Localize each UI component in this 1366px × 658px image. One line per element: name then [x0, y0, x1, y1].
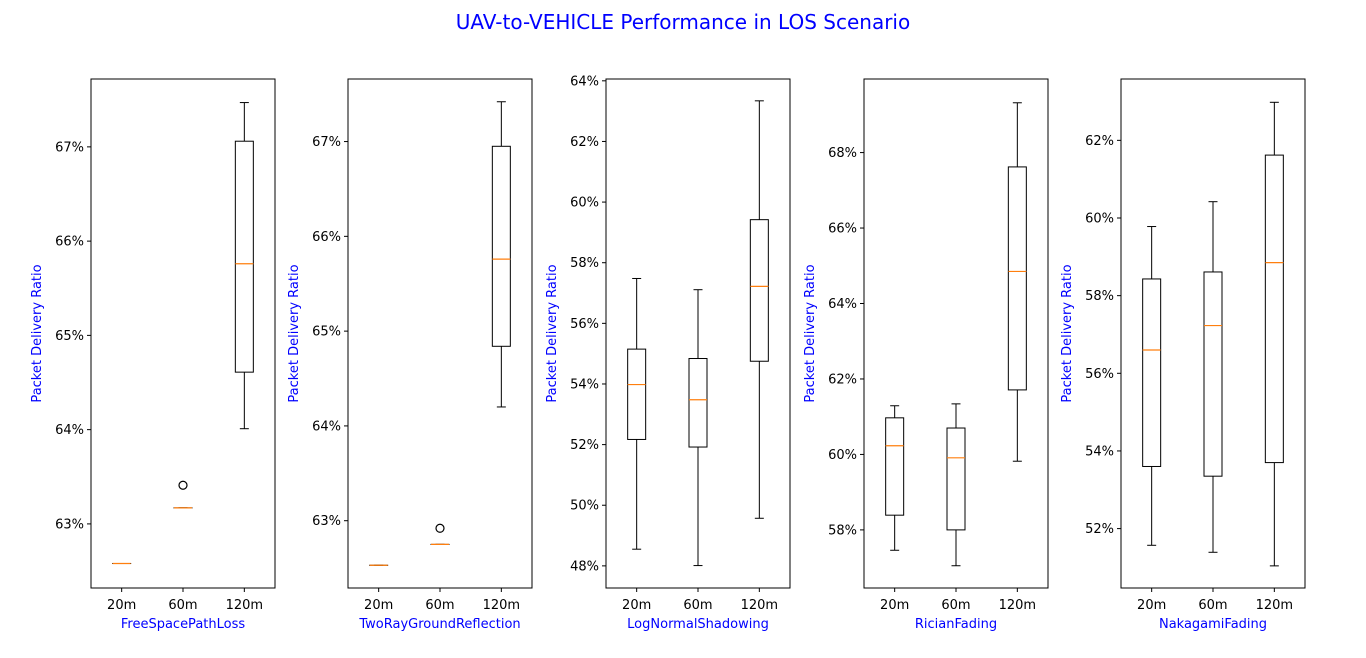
x-tick-label: 120m [483, 598, 520, 613]
y-axis-label: Packet Delivery Ratio [30, 264, 45, 402]
x-tick-label: 60m [683, 598, 712, 613]
y-axis-label: Packet Delivery Ratio [1060, 264, 1075, 402]
box-iqr [885, 417, 905, 516]
x-tick-label: 120m [1256, 598, 1293, 613]
box-iqr [234, 140, 254, 373]
x-tick-label: 60m [1198, 598, 1227, 613]
y-tick-label: 62% [1085, 134, 1114, 149]
x-axis-label: RicianFading [915, 617, 997, 632]
y-tick-label: 58% [828, 523, 857, 538]
y-tick-label: 48% [570, 559, 599, 574]
outlier-point [178, 480, 188, 490]
y-tick-label: 68% [828, 146, 857, 161]
y-tick-label: 67% [312, 135, 341, 150]
y-tick-label: 60% [570, 196, 599, 211]
y-tick-label: 60% [828, 448, 857, 463]
y-tick-label: 60% [1085, 211, 1114, 226]
axes-frame [90, 78, 276, 589]
x-axis-label: TwoRayGroundReflection [358, 617, 520, 632]
x-tick-label: 20m [880, 598, 909, 613]
y-tick-label: 64% [570, 74, 599, 89]
chart-panel-5: 52% 54% 56% 58% 60% 62% 20m 60m 120m NakagamiFadi… [1060, 78, 1306, 632]
chart-panel-3: 48% 50% 52% 54% 56% 58% 60% 62% 64% 20m 60m 120m Log… [545, 74, 791, 632]
x-tick-label: 20m [1137, 598, 1166, 613]
y-axis-label: Packet Delivery Ratio [287, 264, 302, 402]
axes-frame [1120, 78, 1306, 589]
y-tick-label: 63% [312, 514, 341, 529]
box-iqr [1203, 271, 1223, 477]
y-tick-label: 50% [570, 499, 599, 514]
axes-frame [863, 78, 1049, 589]
chart-title: UAV-to-VEHICLE Performance in LOS Scenar… [456, 10, 910, 34]
y-tick-label: 66% [312, 230, 341, 245]
x-tick-label: 60m [425, 598, 454, 613]
y-tick-label: 64% [312, 419, 341, 434]
box-iqr [1142, 278, 1162, 467]
x-tick-label: 20m [107, 598, 136, 613]
y-tick-label: 65% [55, 329, 84, 344]
y-tick-label: 58% [1085, 289, 1114, 304]
y-tick-label: 62% [570, 135, 599, 150]
x-tick-label: 60m [168, 598, 197, 613]
y-tick-label: 58% [570, 256, 599, 271]
chart-panel-1: 63% 64% 65% 66% 67% 20m 60m 120m FreeSpacePathLo… [30, 78, 276, 632]
box-iqr [491, 145, 511, 347]
box-iqr [749, 219, 769, 362]
chart-panel-2: 63% 64% 65% 66% 67% 20m 60m 120m TwoRayGroundRef… [287, 78, 533, 632]
y-tick-label: 52% [1085, 522, 1114, 537]
box-iqr [627, 348, 647, 440]
y-tick-label: 65% [312, 325, 341, 340]
y-tick-label: 67% [55, 140, 84, 155]
x-tick-label: 120m [226, 598, 263, 613]
chart-panel-4: 58% 60% 62% 64% 66% 68% 20m 60m 120mRicianFading… [803, 78, 1049, 632]
x-axis-label: FreeSpacePathLoss [121, 617, 246, 632]
x-tick-label: 120m [741, 598, 778, 613]
y-tick-label: 64% [828, 297, 857, 312]
x-tick-label: 20m [622, 598, 651, 613]
chart-panels: 63% 64% 65% 66% 67% 20m 60m 120m FreeSpacePathLo… [30, 74, 1306, 632]
box-iqr [688, 358, 708, 448]
x-axis-label: LogNormalShadowing [627, 617, 769, 632]
y-tick-label: 66% [828, 222, 857, 237]
y-axis-label: Packet Delivery Ratio [545, 264, 560, 402]
x-tick-label: 20m [364, 598, 393, 613]
y-tick-label: 64% [55, 423, 84, 438]
x-tick-label: 60m [941, 598, 970, 613]
y-tick-label: 56% [1085, 367, 1114, 382]
y-tick-label: 56% [570, 317, 599, 332]
y-tick-label: 52% [570, 438, 599, 453]
outlier-point [435, 523, 445, 533]
box-iqr [1007, 166, 1027, 391]
y-axis-label: Packet Delivery Ratio [803, 264, 818, 402]
box-iqr [1264, 154, 1284, 464]
y-tick-label: 54% [1085, 444, 1114, 459]
x-axis-label: NakagamiFading [1159, 617, 1267, 632]
y-tick-label: 54% [570, 377, 599, 392]
y-tick-label: 63% [55, 517, 84, 532]
y-tick-label: 62% [828, 372, 857, 387]
x-tick-label: 120m [999, 598, 1036, 613]
axes-frame [347, 78, 533, 589]
y-tick-label: 66% [55, 235, 84, 250]
box-iqr [946, 427, 966, 531]
axes-frame [605, 78, 791, 589]
